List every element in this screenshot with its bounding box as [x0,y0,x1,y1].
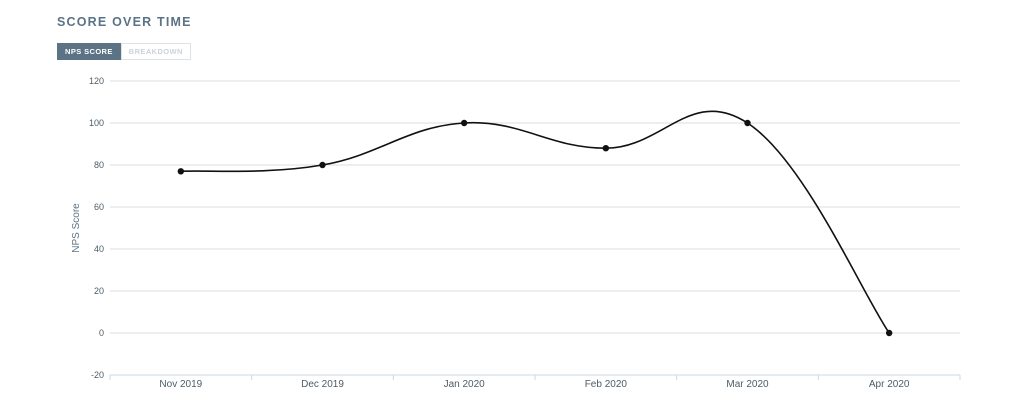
y-tick-label: 0 [99,328,104,338]
grid-lines [110,80,960,334]
x-tick-label: Dec 2019 [301,379,344,390]
x-tick-label: Apr 2020 [869,379,910,390]
y-tick-label: 60 [94,202,104,212]
y-tick-label: 20 [94,286,104,296]
x-tick-label: Jan 2020 [444,379,486,390]
x-tick-label: Feb 2020 [585,379,628,390]
series [177,110,893,337]
data-point[interactable] [885,329,893,337]
x-tick-label: Mar 2020 [726,379,769,390]
chart-title: SCORE OVER TIME [57,15,192,29]
x-axis: Nov 2019 Dec 2019 Jan 2020 Feb 2020 Mar 2020… [109,374,961,390]
data-point[interactable] [177,168,185,175]
y-tick-label: 120 [89,76,104,86]
y-tick-label: -20 [91,370,104,380]
y-axis: -20 0 20 40 60 80 100 120 [89,76,104,380]
data-point[interactable] [460,119,468,127]
y-axis-label: NPS Score [71,203,82,253]
tab-nps-score[interactable]: NPS SCORE [57,43,121,60]
x-tick-label: Nov 2019 [159,379,202,390]
tab-breakdown[interactable]: BREAKDOWN [120,43,191,60]
y-tick-label: 40 [94,244,104,254]
data-point[interactable] [744,119,751,127]
y-tick-label: 100 [89,118,104,128]
series-line [180,110,890,334]
data-point[interactable] [602,145,610,152]
data-point[interactable] [319,161,326,169]
y-tick-label: 80 [94,160,104,170]
view-tabs: NPS SCORE BREAKDOWN [57,43,191,60]
